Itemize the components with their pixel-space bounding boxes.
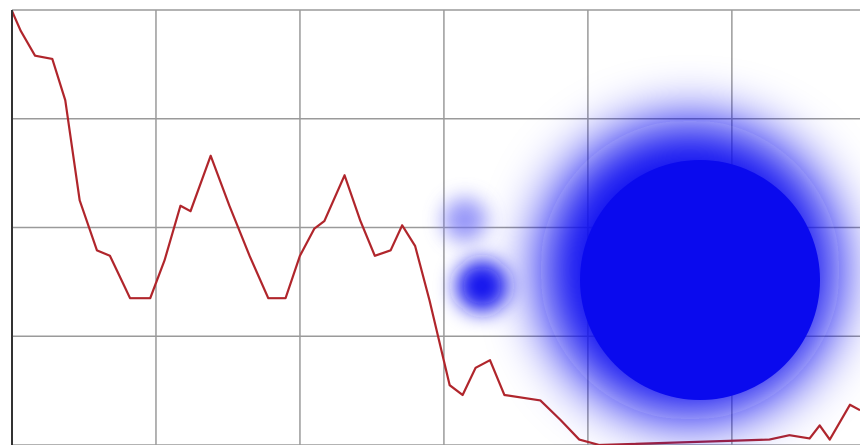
blob-small	[456, 260, 508, 312]
heat-blob	[443, 120, 840, 420]
blob-core	[580, 160, 820, 400]
plot	[10, 10, 860, 445]
blob-faint	[443, 198, 487, 242]
data-line	[10, 10, 860, 445]
